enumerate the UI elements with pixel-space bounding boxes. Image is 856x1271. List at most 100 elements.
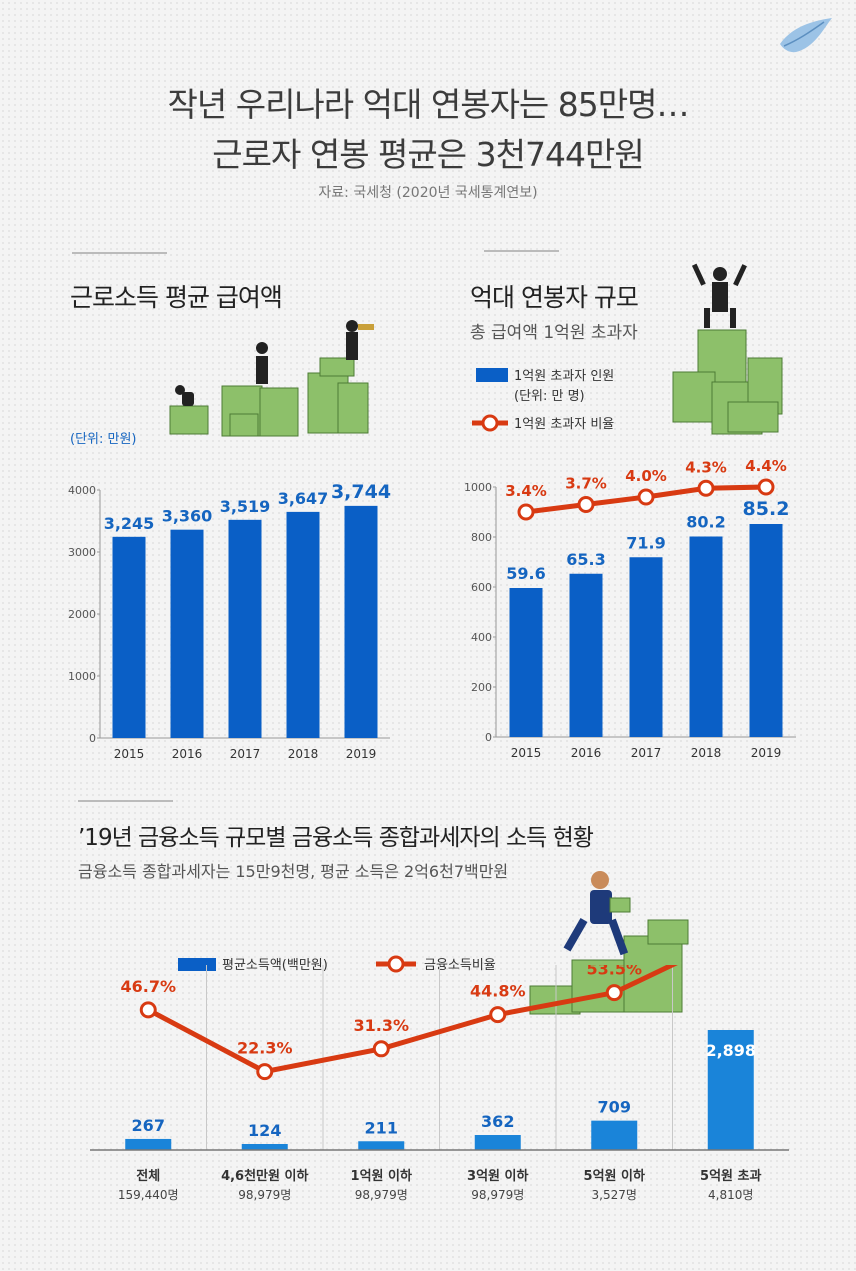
y-tick-label: 1000 (464, 481, 492, 494)
rate-marker (517, 503, 535, 521)
rate-value-label: 3.4% (505, 482, 547, 500)
bar (241, 1144, 288, 1150)
category-label: 1억원 이하 (351, 1168, 412, 1184)
bar (358, 1141, 405, 1150)
legend-bar-label: 1억원 초과자 인원 (514, 369, 614, 384)
money-stacks-illustration (169, 320, 374, 437)
headline-line2: 근로자 연봉 평균은 3천744만원 (212, 135, 644, 174)
legend-bar-unit: (단위: 만 명) (514, 389, 585, 404)
rate-marker (637, 488, 655, 506)
bar (228, 519, 262, 738)
bar (125, 1138, 172, 1150)
legend-line-marker (481, 414, 499, 432)
bar (112, 536, 146, 738)
rate-marker (256, 1063, 274, 1081)
bar (170, 529, 204, 738)
bar (689, 536, 723, 737)
legend-line-label: 1억원 초과자 비율 (514, 417, 614, 432)
bar (286, 511, 320, 738)
rate-value-label: 3.7% (565, 475, 607, 493)
money-pile-illustration (672, 263, 783, 435)
category-label: 전체 (136, 1168, 160, 1184)
bar-value-label: 267 (132, 1116, 165, 1135)
rate-line (147, 965, 678, 1075)
rate-marker (605, 984, 623, 1002)
bar-value-label: 85.2 (743, 498, 790, 520)
y-tick-label: 1000 (68, 670, 96, 683)
rate-value-label: 22.3% (237, 1039, 293, 1058)
category-label: 4,6천만원 이하 (221, 1168, 308, 1184)
legend-bar-swatch (476, 368, 508, 382)
category-count: 98,979명 (238, 1188, 291, 1202)
bar (591, 1120, 638, 1150)
bar-value-label: 211 (365, 1118, 398, 1137)
x-tick-label: 2015 (114, 747, 145, 761)
high-earner-subtitle: 총 급여액 1억원 초과자 (470, 323, 638, 343)
financial-income-subtitle: 금융소득 종합과세자는 15만9천명, 평균 소득은 2억6천7백만원 (78, 862, 509, 881)
x-tick-label: 2016 (571, 746, 602, 760)
y-tick-label: 0 (485, 731, 492, 744)
high-earner-chart-title: 억대 연봉자 규모 (470, 283, 639, 312)
bar (474, 1135, 521, 1150)
legend-line-label: 금융소득비율 (424, 958, 496, 973)
category-count: 159,440명 (118, 1188, 179, 1202)
bar-value-label: 71.9 (626, 533, 665, 552)
rate-value-label: 53.5% (586, 965, 642, 979)
rate-marker (139, 1001, 157, 1019)
x-tick-label: 2015 (511, 746, 542, 760)
rate-marker (577, 496, 595, 513)
category-count: 4,810명 (708, 1188, 753, 1202)
bar-value-label: 3,360 (162, 507, 213, 526)
bird-logo-icon (780, 18, 832, 53)
rate-value-label: 4.4% (745, 457, 787, 475)
bar-value-label: 80.2 (686, 513, 725, 532)
bar-value-label: 3,519 (220, 497, 271, 516)
salary-bar-chart: 0 1000 2000 3000 4000 3,245 2015 3,360 2016 3,519… (68, 481, 391, 761)
salary-chart-title: 근로소득 평균 급여액 (70, 283, 283, 312)
bar-value-label: 2,898 (705, 1041, 756, 1060)
section-divider (78, 800, 173, 802)
bar-value-label: 3,245 (104, 514, 155, 533)
financial-income-title: ’19년 금융소득 규모별 금융소득 종합과세자의 소득 현황 (78, 825, 594, 851)
section-divider (484, 250, 559, 252)
bar (749, 524, 783, 737)
bar (707, 1030, 754, 1150)
rate-marker (372, 1040, 390, 1058)
category-label: 5억원 이하 (584, 1168, 645, 1184)
source-note: 자료: 국세청 (2020년 국세통계연보) (318, 185, 538, 201)
rate-value-label: 44.8% (470, 982, 526, 1001)
bar (629, 557, 663, 737)
high-earner-combo-chart: 0 200 400 600 800 1000 59.6 2015 65.3 2016 71.9 201… (464, 457, 796, 760)
category-label: 5억원 초과 (700, 1169, 761, 1184)
bar (509, 588, 543, 737)
y-tick-label: 0 (89, 732, 96, 745)
category-count: 98,979명 (471, 1188, 524, 1202)
runner-money-illustration (529, 871, 689, 1015)
rate-value-label: 31.3% (353, 1016, 409, 1035)
bar (344, 505, 378, 738)
rate-value-label: 46.7% (120, 977, 176, 996)
salary-unit-label: (단위: 만원) (70, 432, 137, 447)
financial-legend: 평균소득액(백만원) 금융소득비율 (178, 955, 496, 973)
x-tick-label: 2016 (172, 747, 203, 761)
legend-bar-label: 평균소득액(백만원) (222, 958, 328, 973)
bar-value-label: 65.3 (566, 550, 605, 569)
bar (569, 573, 603, 737)
section-divider (72, 252, 167, 254)
x-tick-label: 2019 (346, 747, 377, 761)
x-tick-label: 2019 (751, 746, 782, 760)
x-tick-label: 2018 (691, 746, 722, 760)
y-tick-label: 200 (471, 681, 492, 694)
bar-value-label: 3,744 (331, 481, 391, 503)
x-tick-label: 2018 (288, 747, 319, 761)
rate-value-label: 4.0% (625, 467, 667, 485)
financial-income-chart: 267 전체 159,440명 124 4,6천만원 이하 98,979명 211 1억원 이… (90, 965, 789, 1202)
bar-value-label: 3,647 (278, 489, 329, 508)
rate-value-label: 4.3% (685, 458, 727, 476)
rate-marker (757, 478, 775, 496)
rate-marker (697, 479, 715, 497)
headline-line1: 작년 우리나라 억대 연봉자는 85만명… (167, 85, 690, 124)
category-count: 3,527명 (592, 1188, 637, 1202)
bar-value-label: 124 (248, 1121, 281, 1140)
